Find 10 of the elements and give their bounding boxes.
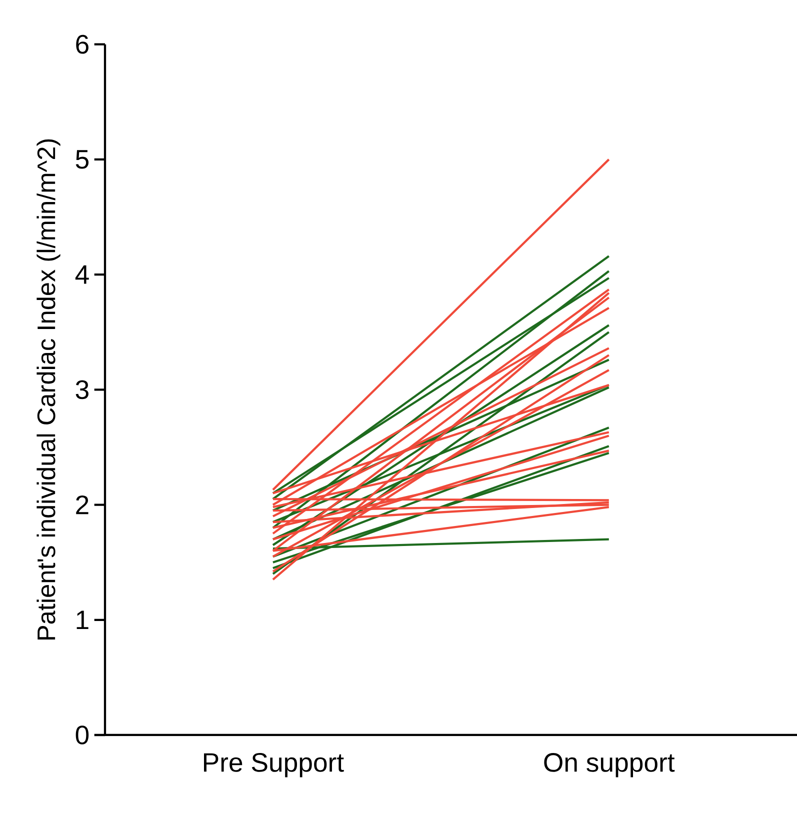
- y-tick-label: 5: [76, 150, 89, 169]
- y-tick-label: 0: [76, 726, 89, 744]
- y-tick-label: 3: [76, 380, 88, 400]
- y-tick-label: 1: [76, 610, 88, 630]
- y-tick-label: 2: [76, 495, 88, 514]
- y-tick-label: 6: [76, 34, 88, 54]
- x-tick-label: On support: [544, 753, 675, 778]
- y-tick-label: 4: [75, 265, 89, 284]
- x-tick-label: Pre Support: [204, 753, 344, 778]
- y-axis-title: Patient's individual Cardiac Index (l/min/m^2): [36, 139, 60, 640]
